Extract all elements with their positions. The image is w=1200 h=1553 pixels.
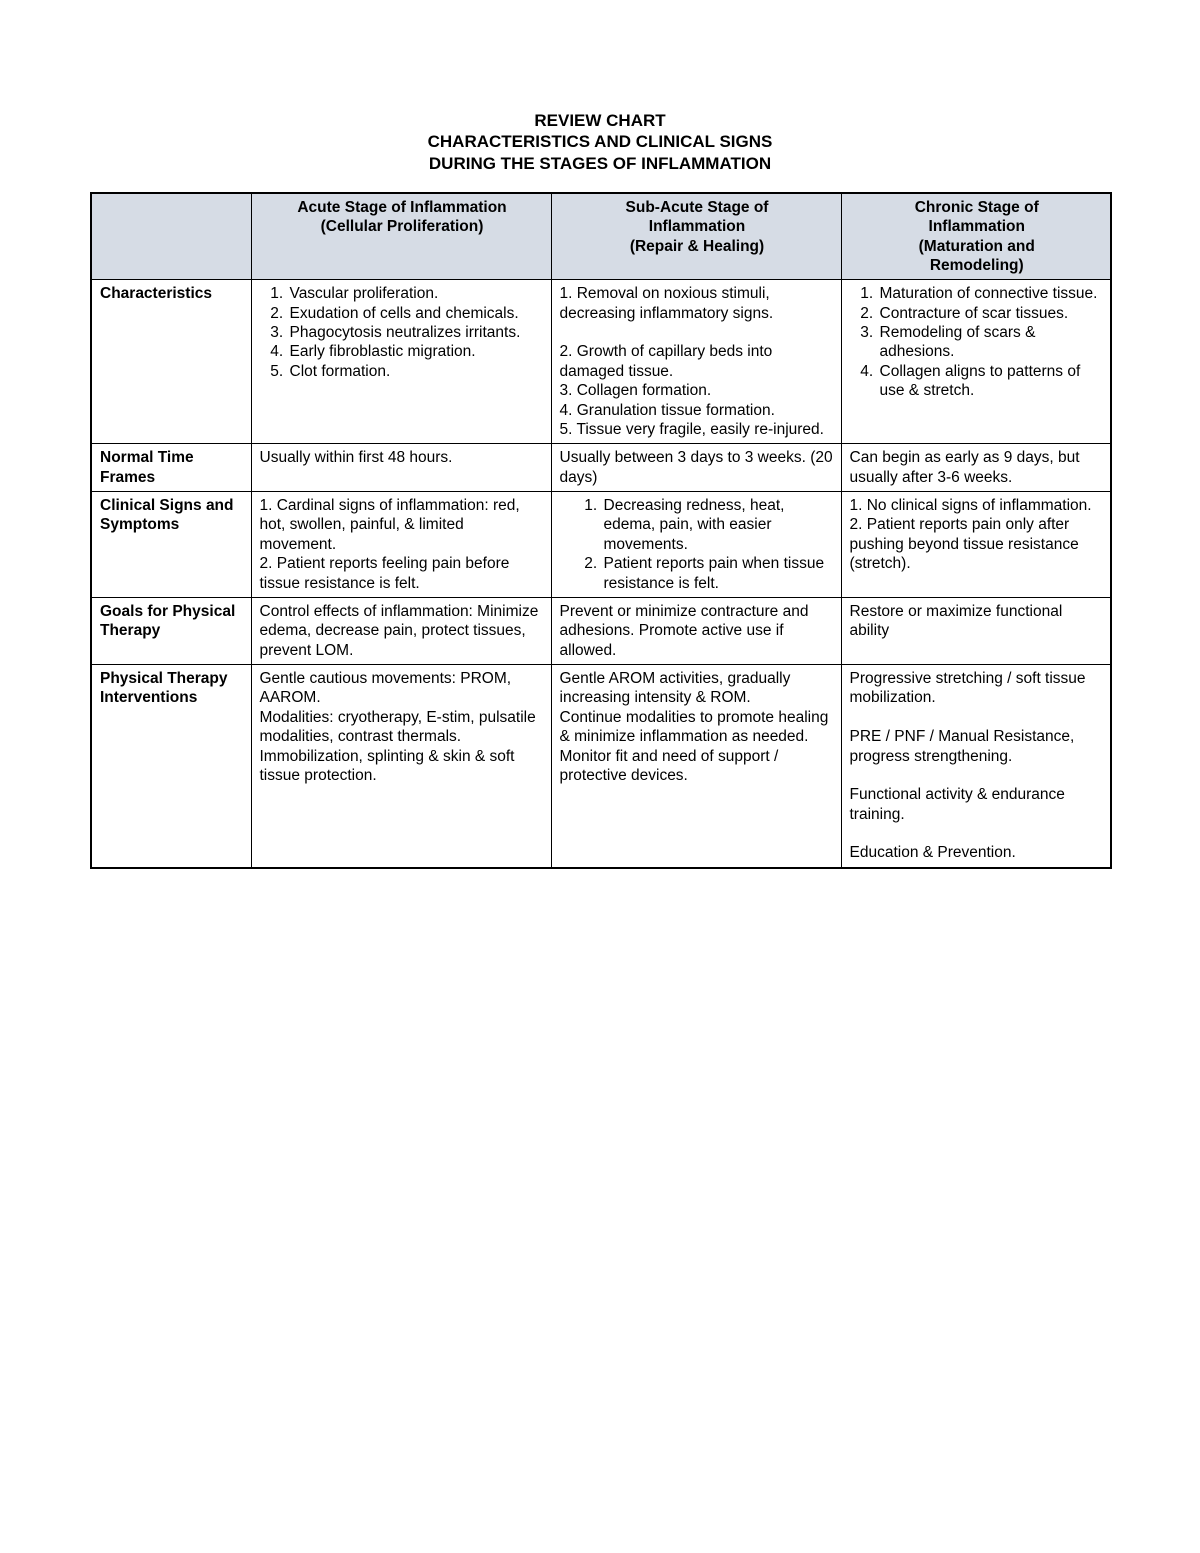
rowlabel-interventions: Physical Therapy Interventions [91,665,251,868]
list-item: Vascular proliferation. [288,284,545,303]
rowlabel-goals: Goals for Physical Therapy [91,597,251,664]
cell-signs-subacute: Decreasing redness, heat, edema, pain, w… [551,492,841,598]
header-acute: Acute Stage of Inflammation (Cellular Pr… [251,193,551,280]
list-item: Collagen aligns to patterns of use & str… [878,362,1105,401]
list-item: Contracture of scar tissues. [878,304,1105,323]
cell-characteristics-acute: Vascular proliferation. Exudation of cel… [251,280,551,444]
list-item: Maturation of connective tissue. [878,284,1105,303]
list-item: Exudation of cells and chemicals. [288,304,545,323]
cell-timeframes-chronic: Can begin as early as 9 days, but usuall… [841,444,1111,492]
header-blank [91,193,251,280]
title-line-3: DURING THE STAGES OF INFLAMMATION [90,153,1110,174]
page: REVIEW CHART CHARACTERISTICS AND CLINICA… [0,0,1200,1553]
row-timeframes: Normal Time Frames Usually within first … [91,444,1111,492]
title-block: REVIEW CHART CHARACTERISTICS AND CLINICA… [90,110,1110,174]
rowlabel-signs: Clinical Signs and Symptoms [91,492,251,598]
cell-goals-subacute: Prevent or minimize contracture and adhe… [551,597,841,664]
cell-signs-acute: 1. Cardinal signs of inflammation: red, … [251,492,551,598]
rowlabel-timeframes: Normal Time Frames [91,444,251,492]
row-goals: Goals for Physical Therapy Control effec… [91,597,1111,664]
header-chronic: Chronic Stage of Inflammation (Maturatio… [841,193,1111,280]
title-line-1: REVIEW CHART [90,110,1110,131]
cell-interventions-acute: Gentle cautious movements: PROM, AAROM. … [251,665,551,868]
list-item: Decreasing redness, heat, edema, pain, w… [602,496,835,554]
cell-goals-acute: Control effects of inflammation: Minimiz… [251,597,551,664]
cell-interventions-chronic: Progressive stretching / soft tissue mob… [841,665,1111,868]
cell-interventions-subacute: Gentle AROM activities, gradually increa… [551,665,841,868]
list-item: Clot formation. [288,362,545,381]
list-item: Patient reports pain when tissue resista… [602,554,835,593]
rowlabel-characteristics: Characteristics [91,280,251,444]
list-characteristics-acute: Vascular proliferation. Exudation of cel… [260,284,545,381]
row-characteristics: Characteristics Vascular proliferation. … [91,280,1111,444]
header-subacute: Sub-Acute Stage of Inflammation (Repair … [551,193,841,280]
cell-timeframes-subacute: Usually between 3 days to 3 weeks. (20 d… [551,444,841,492]
cell-characteristics-chronic: Maturation of connective tissue. Contrac… [841,280,1111,444]
cell-goals-chronic: Restore or maximize functional ability [841,597,1111,664]
list-item: Phagocytosis neutralizes irritants. [288,323,545,342]
cell-characteristics-subacute: 1. Removal on noxious stimuli, decreasin… [551,280,841,444]
title-line-2: CHARACTERISTICS AND CLINICAL SIGNS [90,131,1110,152]
list-item: Early fibroblastic migration. [288,342,545,361]
cell-signs-chronic: 1. No clinical signs of inflammation. 2.… [841,492,1111,598]
list-characteristics-chronic: Maturation of connective tissue. Contrac… [850,284,1105,400]
row-interventions: Physical Therapy Interventions Gentle ca… [91,665,1111,868]
review-table: Acute Stage of Inflammation (Cellular Pr… [90,192,1112,869]
list-signs-subacute: Decreasing redness, heat, edema, pain, w… [560,496,835,593]
row-signs: Clinical Signs and Symptoms 1. Cardinal … [91,492,1111,598]
list-item: Remodeling of scars & adhesions. [878,323,1105,362]
cell-timeframes-acute: Usually within first 48 hours. [251,444,551,492]
header-row: Acute Stage of Inflammation (Cellular Pr… [91,193,1111,280]
